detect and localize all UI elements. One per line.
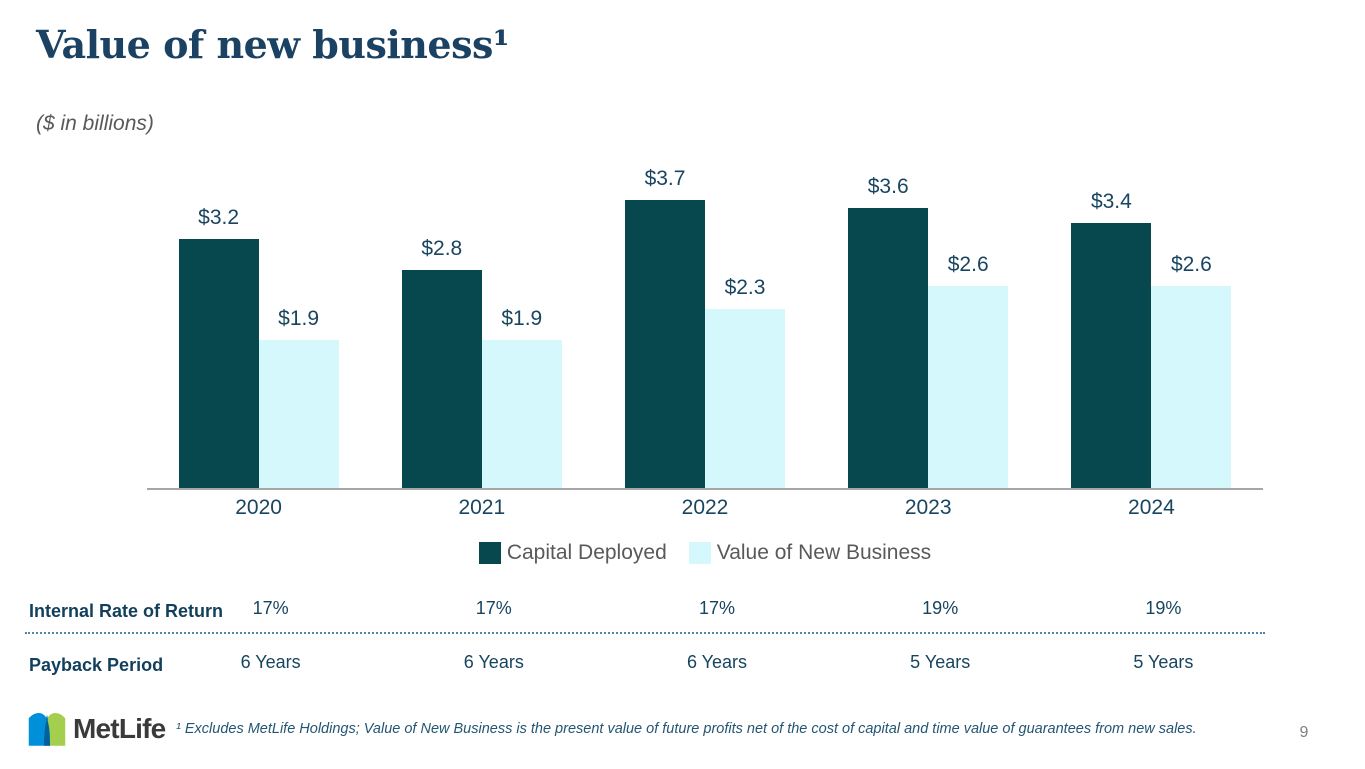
bar-value-label: $3.2 — [198, 206, 240, 229]
bar-value-of-new-business-2023 — [928, 286, 1009, 488]
table-row-divider — [25, 632, 1265, 634]
metric-value-cell: 5 Years — [910, 652, 971, 672]
bar-value-label: $2.8 — [421, 237, 463, 260]
x-axis-line — [147, 488, 1263, 490]
bar-value-label: $3.6 — [867, 175, 909, 198]
units-note: ($ in billions) — [36, 112, 154, 135]
page-number: 9 — [1299, 724, 1309, 741]
bar-capital-deployed-2022 — [625, 200, 705, 488]
metric-value-cell: 6 Years — [686, 652, 748, 672]
x-axis-label: 2024 — [1128, 496, 1175, 519]
metlife-m-icon — [28, 713, 66, 746]
legend-swatch-icon — [478, 542, 501, 564]
slide-title: Value of new business¹ — [36, 22, 510, 67]
chart-legend: Capital Deployed Value of New Business — [147, 541, 1263, 565]
metric-value-cell: 6 Years — [240, 652, 301, 672]
bar-value-of-new-business-2024 — [1151, 286, 1232, 488]
legend-item: Value of New Business — [688, 541, 932, 565]
bar-value-of-new-business-2021 — [481, 340, 562, 488]
bar-capital-deployed-2023 — [848, 208, 929, 488]
legend-swatch-icon — [688, 542, 711, 564]
metric-value-cell: 17% — [698, 598, 736, 618]
x-axis-label: 2022 — [681, 496, 729, 519]
legend-label: Value of New Business — [716, 541, 932, 564]
metric-row-label: Internal Rate of Return — [29, 601, 224, 621]
metric-value-cell: 6 Years — [463, 652, 524, 672]
bar-value-label: $3.4 — [1090, 190, 1132, 213]
x-axis-label: 2023 — [904, 496, 952, 519]
x-axis-label: 2021 — [458, 496, 506, 519]
legend-label: Capital Deployed — [506, 541, 667, 564]
metric-value-cell: 5 Years — [1133, 652, 1194, 672]
bar-value-label: $3.7 — [644, 167, 686, 190]
metlife-wordmark: MetLife — [73, 713, 166, 744]
metric-value-cell: 19% — [1145, 598, 1182, 618]
legend-item: Capital Deployed — [478, 541, 667, 565]
bar-value-label: $1.9 — [278, 307, 320, 330]
bar-capital-deployed-2021 — [401, 270, 482, 488]
bar-capital-deployed-2024 — [1071, 223, 1152, 488]
bar-value-label: $1.9 — [501, 307, 543, 330]
bar-value-of-new-business-2020 — [258, 340, 339, 488]
bar-capital-deployed-2020 — [178, 239, 259, 488]
footnote: ¹ Excludes MetLife Holdings; Value of Ne… — [176, 721, 1197, 737]
bar-value-label: $2.3 — [724, 276, 766, 299]
metric-row-label: Payback Period — [29, 655, 164, 675]
x-axis-label: 2020 — [235, 496, 282, 519]
metlife-logo: MetLife — [28, 712, 166, 746]
metric-value-cell: 17% — [252, 598, 289, 618]
metric-value-cell: 17% — [475, 598, 512, 618]
bar-value-of-new-business-2022 — [705, 309, 785, 488]
metric-value-cell: 19% — [922, 598, 959, 618]
bar-value-label: $2.6 — [947, 253, 989, 276]
bar-value-label: $2.6 — [1170, 253, 1212, 276]
